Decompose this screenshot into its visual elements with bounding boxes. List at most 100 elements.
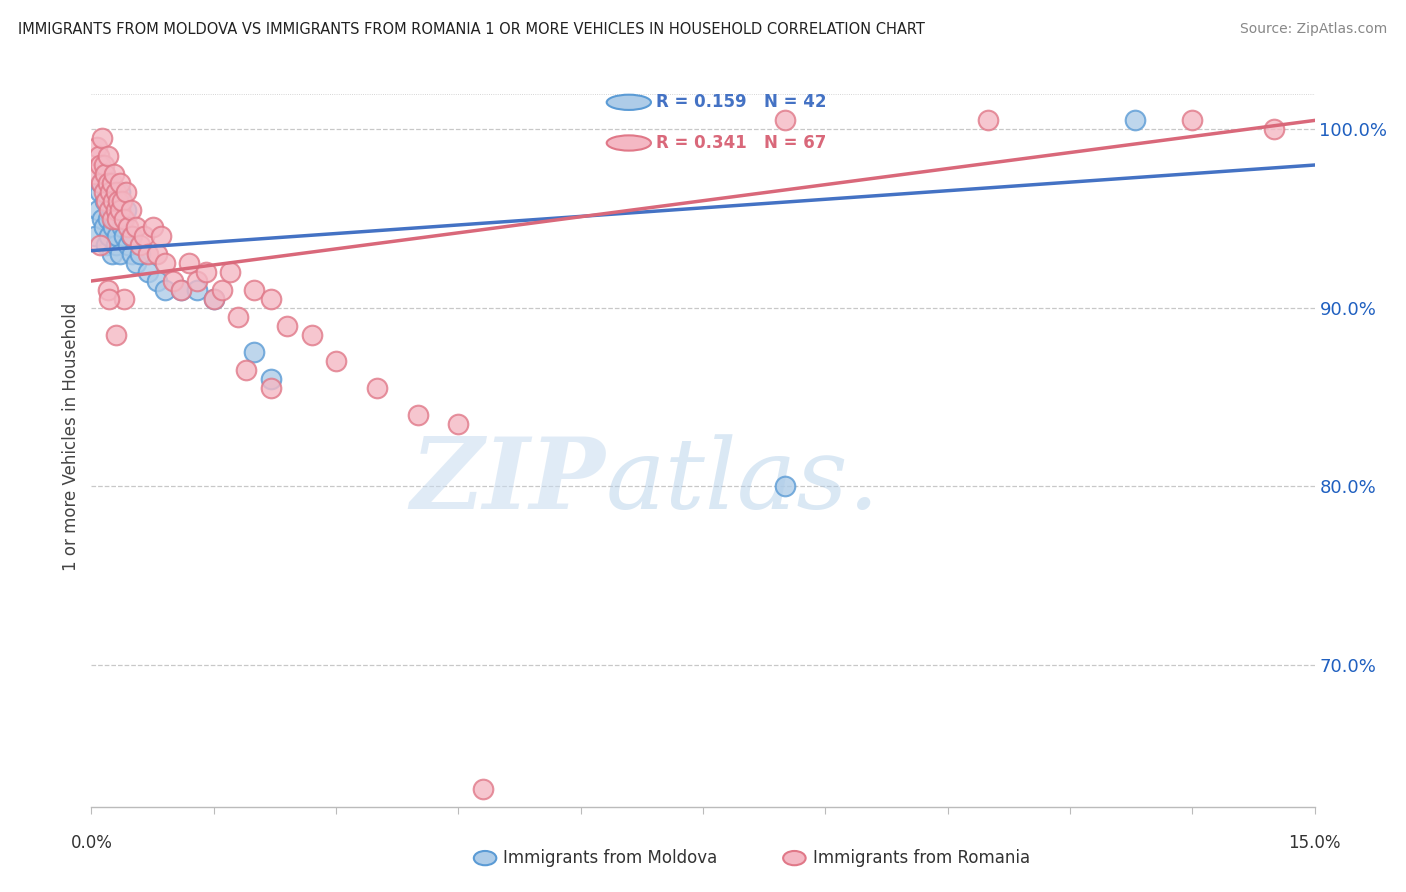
Point [153,256,176,270]
Point [773,479,796,493]
Point [1181,113,1204,128]
Point [112,229,135,244]
Point [170,283,193,297]
Point [84,229,107,244]
Point [406,408,429,422]
Circle shape [607,136,651,151]
Point [89,238,111,252]
Point [186,283,208,297]
Point [93,167,115,181]
Point [125,256,148,270]
Point [202,292,225,306]
Point [107,211,129,226]
Point [94,167,117,181]
Point [120,229,142,244]
Point [149,229,172,244]
Text: R = 0.159: R = 0.159 [655,94,747,112]
Text: ZIP: ZIP [411,434,605,530]
Point [107,229,129,244]
Point [121,247,143,261]
Point [773,113,796,128]
Point [226,310,249,324]
Point [104,194,127,208]
Point [129,238,152,252]
Point [97,176,120,190]
Point [114,185,136,199]
Point [93,185,115,199]
Point [87,202,110,217]
Point [101,202,124,217]
Point [179,256,201,270]
Point [97,176,120,190]
Point [108,185,131,199]
Point [94,194,117,208]
Point [301,327,323,342]
Text: R = 0.341: R = 0.341 [655,134,747,152]
Y-axis label: 1 or more Vehicles in Household: 1 or more Vehicles in Household [62,303,80,571]
Point [153,283,176,297]
Point [260,372,283,386]
Point [97,149,120,163]
Point [202,292,225,306]
Point [86,140,108,154]
Point [219,265,242,279]
Point [98,185,121,199]
Text: Source: ZipAtlas.com: Source: ZipAtlas.com [1240,22,1388,37]
Point [114,202,136,217]
Point [194,265,217,279]
Point [101,176,124,190]
Point [89,185,111,199]
Point [325,354,347,368]
Text: 0.0%: 0.0% [70,834,112,852]
Point [104,202,127,217]
Point [103,167,125,181]
Point [186,274,208,288]
Point [125,220,148,235]
Point [103,220,125,235]
Point [977,113,1000,128]
Text: IMMIGRANTS FROM MOLDOVA VS IMMIGRANTS FROM ROMANIA 1 OR MORE VEHICLES IN HOUSEHO: IMMIGRANTS FROM MOLDOVA VS IMMIGRANTS FR… [18,22,925,37]
Point [84,167,107,181]
Text: atlas.: atlas. [605,434,880,529]
Point [138,247,160,261]
Point [243,283,266,297]
Text: N = 67: N = 67 [765,134,827,152]
Point [91,131,114,145]
Point [366,381,388,395]
Point [98,229,121,244]
Point [98,185,121,199]
Point [170,283,193,297]
Point [1123,113,1146,128]
Point [90,176,112,190]
Point [93,158,115,172]
Point [98,292,121,306]
Point [134,229,156,244]
Point [104,185,127,199]
Point [260,292,283,306]
Point [89,158,111,172]
Point [104,238,127,252]
Point [447,417,470,431]
Point [101,211,124,226]
Text: Immigrants from Moldova: Immigrants from Moldova [503,849,717,867]
Circle shape [607,95,651,110]
Point [103,194,125,208]
Point [108,176,131,190]
Point [104,327,127,342]
Point [162,274,184,288]
Point [91,211,114,226]
Point [260,381,283,395]
Point [141,220,163,235]
Text: N = 42: N = 42 [765,94,827,112]
Point [87,149,110,163]
Point [117,238,139,252]
Point [276,318,298,333]
Point [110,194,132,208]
Point [1263,122,1285,136]
Text: Immigrants from Romania: Immigrants from Romania [813,849,1029,867]
Point [94,194,117,208]
Point [112,292,135,306]
Point [145,274,167,288]
Point [93,220,115,235]
Point [97,283,120,297]
